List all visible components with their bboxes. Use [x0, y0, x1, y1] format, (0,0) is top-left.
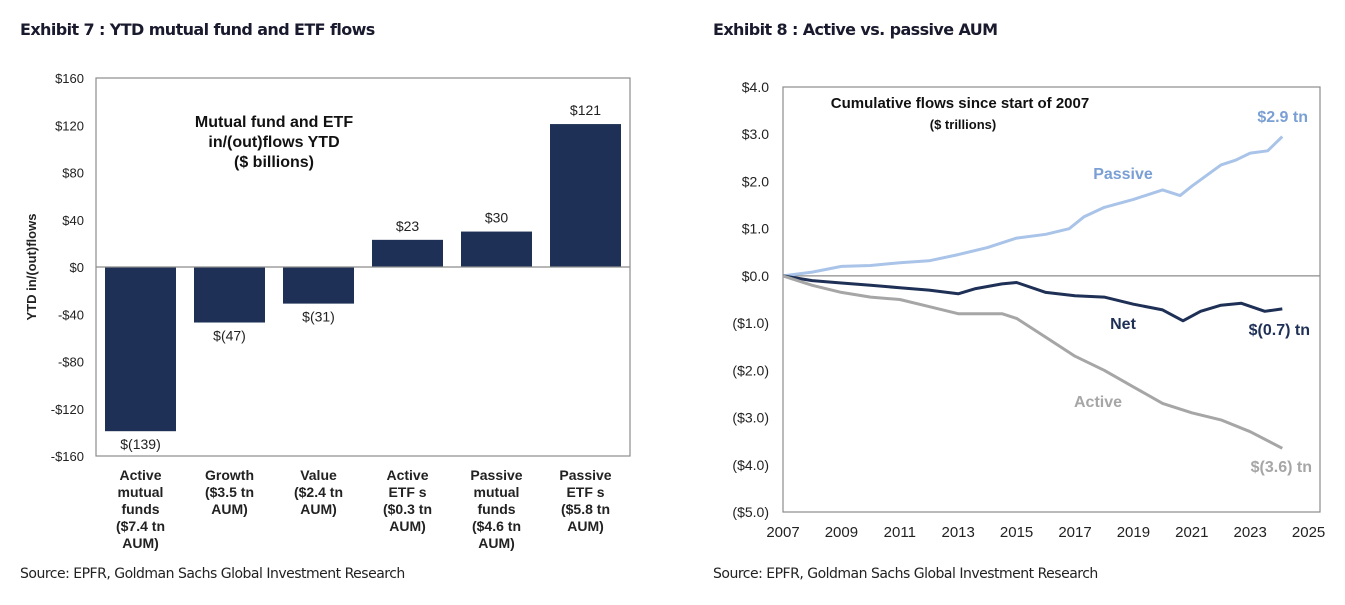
line-y-tick-label: ($3.0): [732, 410, 769, 426]
line-y-tick-label: ($1.0): [732, 315, 769, 331]
series-end-label-passive: $2.9 tn: [1257, 109, 1308, 126]
line-x-tick-label: 2021: [1175, 524, 1208, 541]
bar: [372, 239, 443, 267]
line-x-tick-label: 2015: [1000, 524, 1033, 541]
series-line-net: [782, 274, 1283, 323]
bar-category-label: AUM): [478, 535, 515, 551]
bar-data-label: $23: [396, 218, 420, 234]
series-end-label-active: $(3.6) tn: [1251, 459, 1312, 476]
series-line-active: [782, 274, 1283, 450]
bar-y-axis-label: YTD in/(out)flows: [24, 214, 39, 321]
bar-chart-title: Mutual fund and ETF: [195, 114, 353, 131]
bar-category-label: Passive: [470, 467, 522, 483]
line-x-tick-label: 2011: [884, 524, 916, 541]
bar-category-label: AUM): [567, 518, 604, 534]
line-x-tick-label: 2023: [1234, 524, 1267, 541]
bar-y-tick-label: -$40: [58, 307, 84, 322]
exhibit-8-title: Exhibit 8 : Active vs. passive AUM: [713, 20, 998, 39]
bar-y-tick-label: $40: [62, 213, 84, 228]
bar-category-label: ($0.3 tn: [383, 501, 432, 517]
bar-category-label: mutual: [118, 484, 164, 500]
bar-category-label: ($7.4 tn: [116, 518, 165, 534]
series-label-active: Active: [1074, 394, 1122, 411]
bar-y-tick-label: $0: [70, 260, 84, 275]
line-x-tick-label: 2019: [1117, 524, 1150, 541]
bar-y-tick-label: -$160: [51, 449, 84, 464]
bar-category-label: Growth: [205, 467, 254, 483]
line-y-tick-label: ($5.0): [732, 504, 769, 520]
line-chart-title: Cumulative flows since start of 2007: [831, 95, 1089, 112]
bar-data-label: $121: [570, 102, 601, 118]
line-y-tick-label: $3.0: [742, 126, 769, 142]
series-label-net: Net: [1110, 316, 1136, 333]
bar: [283, 267, 354, 304]
bar-category-label: funds: [121, 501, 159, 517]
exhibit-7-source: Source: EPFR, Goldman Sachs Global Inves…: [20, 566, 405, 582]
bar-y-tick-label: $120: [55, 118, 84, 133]
line-chart-subtitle: ($ trillions): [930, 117, 996, 132]
bar-category-label: AUM): [122, 535, 159, 551]
bar-category-label: ETF s: [566, 484, 604, 500]
bar-category-label: Active: [386, 467, 428, 483]
series-label-passive: Passive: [1093, 166, 1153, 183]
bar-category-label: ($5.8 tn: [561, 501, 610, 517]
line-y-tick-label: $2.0: [742, 173, 769, 189]
bar-category-label: Active: [119, 467, 161, 483]
line-y-tick-label: $1.0: [742, 221, 769, 237]
line-x-tick-label: 2007: [766, 524, 799, 541]
bar-category-label: ($3.5 tn: [205, 484, 254, 500]
line-y-tick-label: ($4.0): [732, 457, 769, 473]
bar-y-tick-label: $80: [62, 166, 84, 181]
bar-category-label: Value: [300, 467, 337, 483]
bar-y-tick-label: -$80: [58, 355, 84, 370]
bar-data-label: $30: [485, 210, 509, 226]
series-line-passive: [782, 135, 1284, 278]
bar: [550, 124, 621, 267]
bar: [194, 267, 265, 323]
line-x-tick-label: 2017: [1058, 524, 1091, 541]
line-plot-frame: [782, 86, 1321, 513]
bar-category-label: ($2.4 tn: [294, 484, 343, 500]
bar-category-label: ETF s: [388, 484, 426, 500]
line-x-tick-label: 2025: [1292, 524, 1325, 541]
line-y-tick-label: $4.0: [742, 79, 769, 95]
exhibit-7-title: Exhibit 7 : YTD mutual fund and ETF flow…: [20, 20, 375, 39]
bar-data-label: $(31): [302, 309, 335, 325]
bar: [105, 267, 176, 432]
bar-category-label: AUM): [300, 501, 337, 517]
bar-y-tick-label: $160: [55, 71, 84, 86]
bar-category-label: AUM): [211, 501, 248, 517]
bar-category-label: AUM): [389, 518, 426, 534]
line-x-tick-label: 2009: [825, 524, 858, 541]
line-y-tick-label: $0.0: [742, 268, 769, 284]
bar-y-tick-label: -$120: [51, 402, 84, 417]
bar-data-label: $(47): [213, 328, 246, 344]
bar-chart-title: ($ billions): [234, 154, 314, 171]
exhibit-8-source: Source: EPFR, Goldman Sachs Global Inves…: [713, 566, 1098, 582]
bar-category-label: Passive: [559, 467, 611, 483]
bar-category-label: funds: [477, 501, 515, 517]
bar-category-label: mutual: [474, 484, 520, 500]
bar-data-label: $(139): [120, 436, 160, 452]
bar-category-label: ($4.6 tn: [472, 518, 521, 534]
line-x-tick-label: 2013: [942, 524, 975, 541]
series-end-label-net: $(0.7) tn: [1249, 322, 1310, 339]
bar-chart-title: in/(out)flows YTD: [208, 134, 339, 151]
line-y-tick-label: ($2.0): [732, 362, 769, 378]
bar: [461, 231, 532, 267]
